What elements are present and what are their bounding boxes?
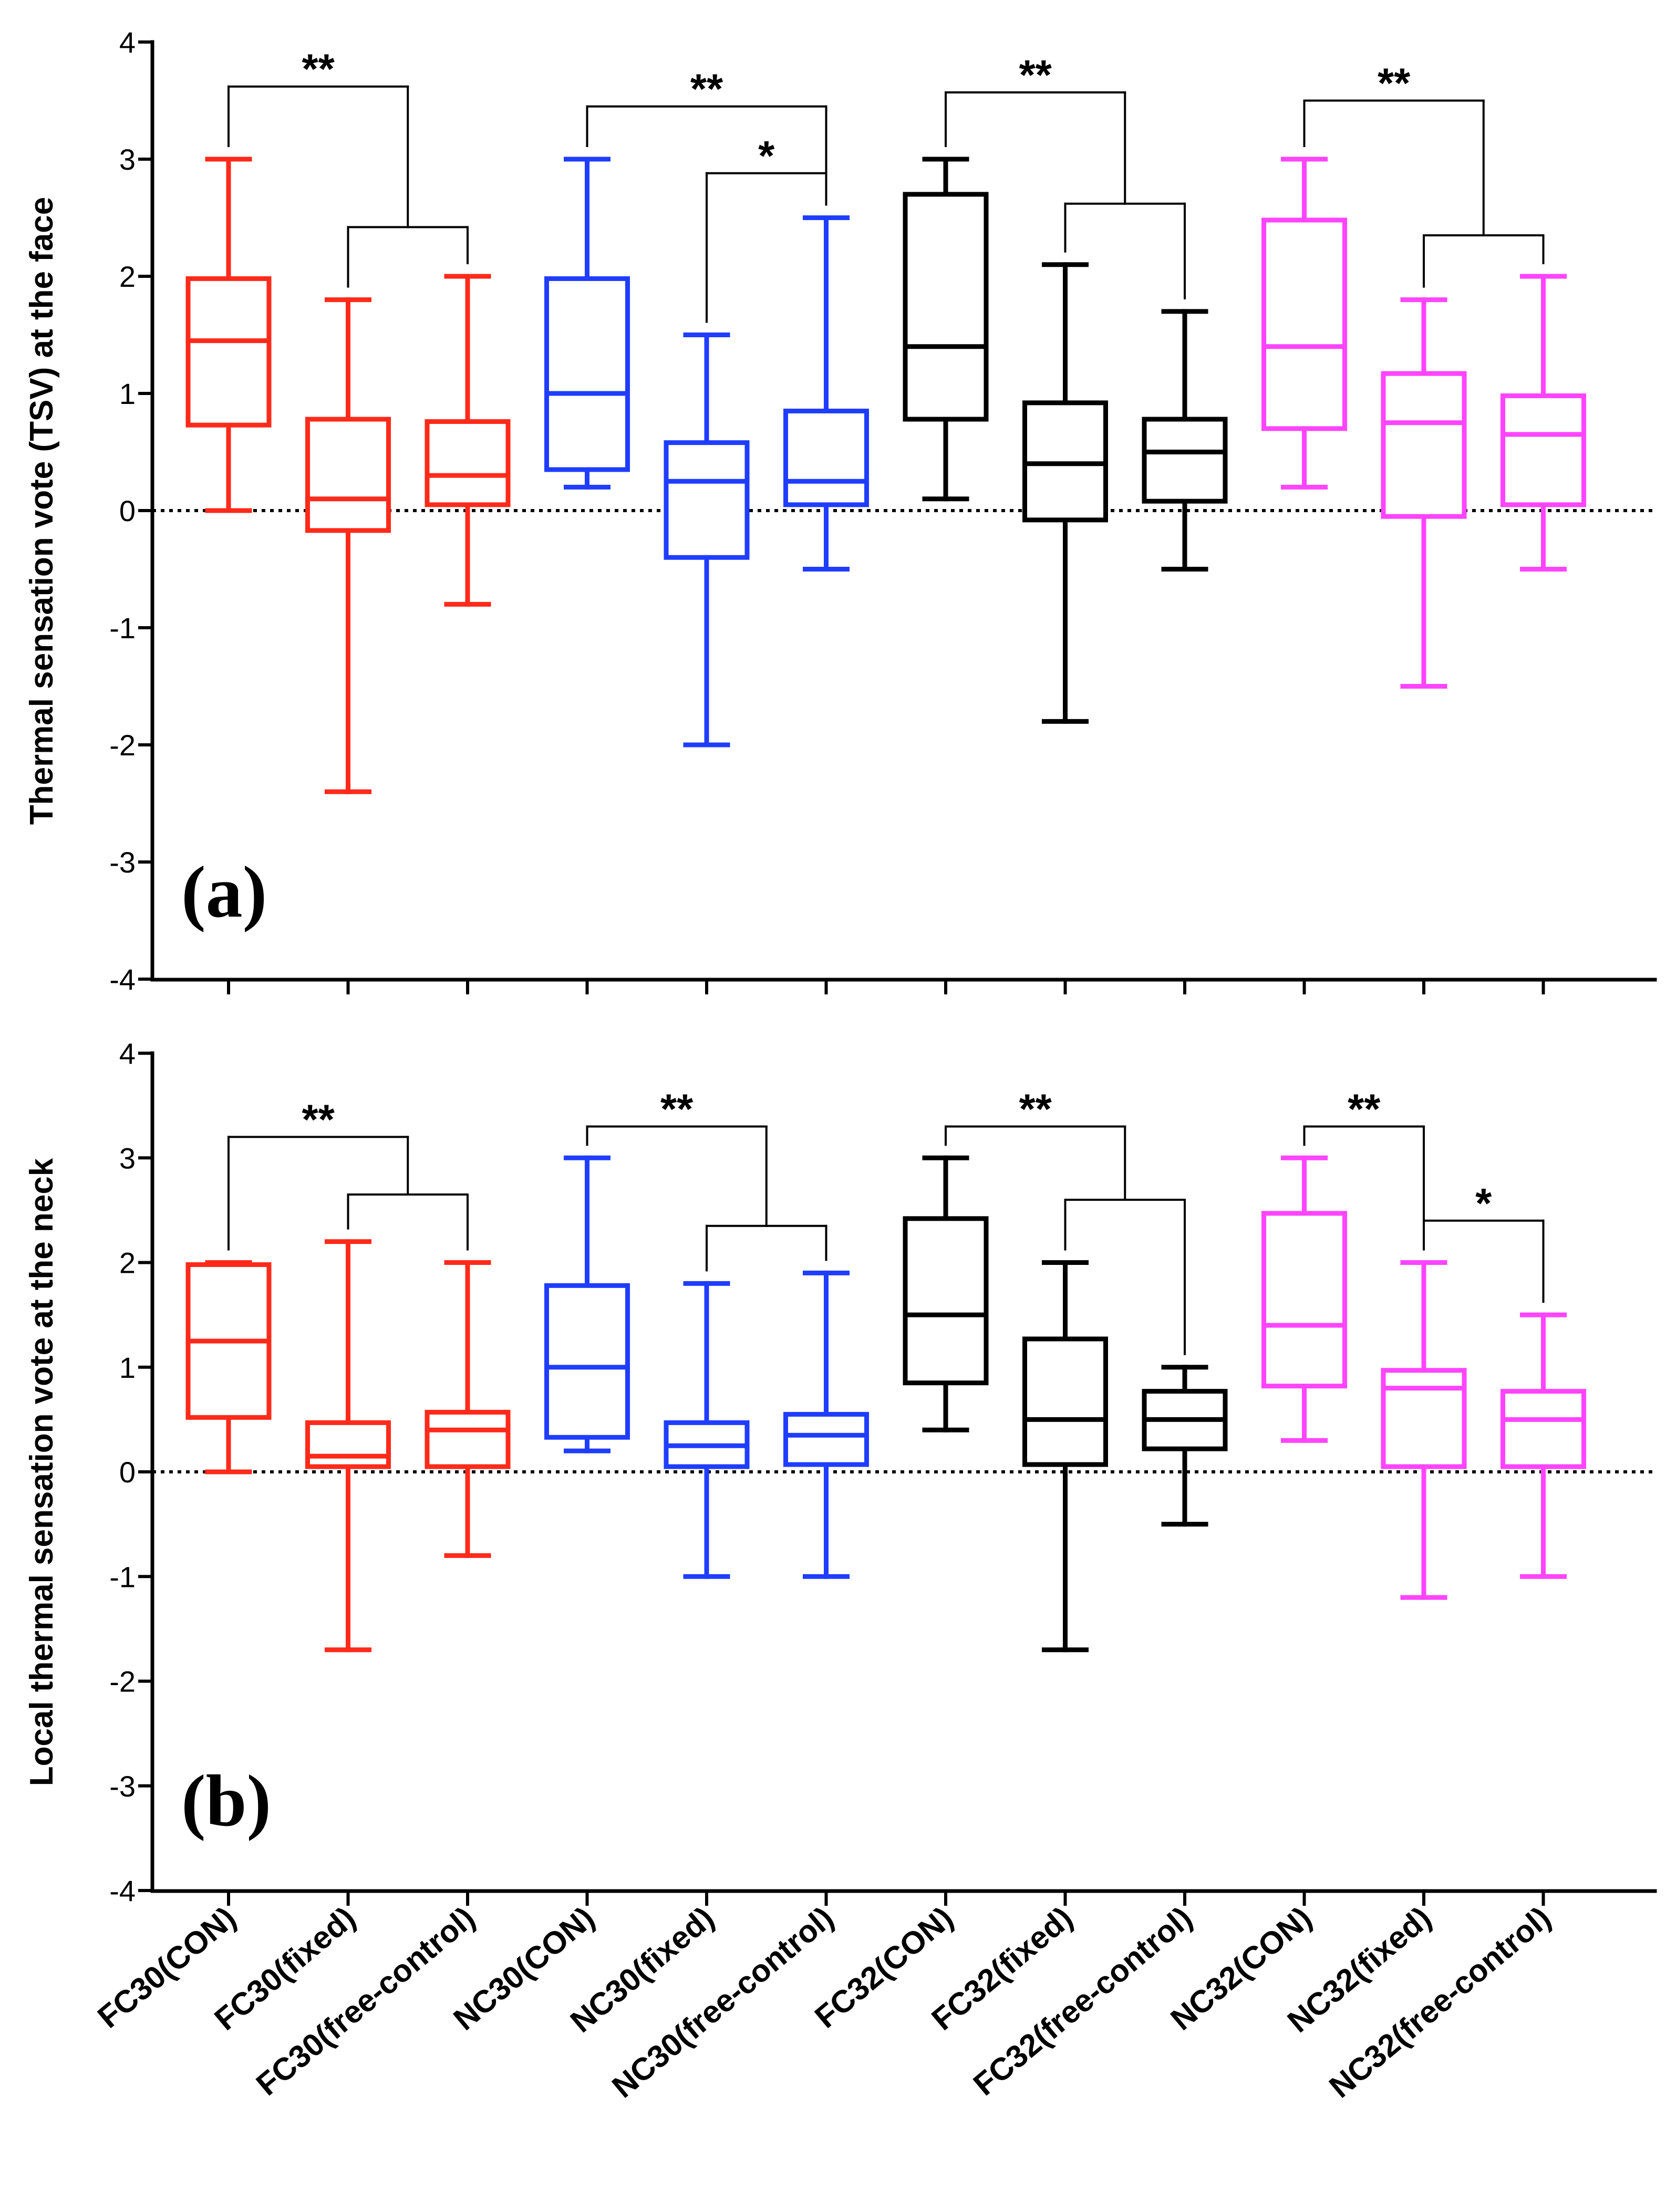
iqr-box	[1022, 1336, 1108, 1467]
significance-bracket: *	[1423, 1180, 1545, 1303]
iqr-box	[305, 1420, 391, 1469]
iqr-box	[783, 408, 869, 507]
significance-label: **	[302, 1096, 335, 1143]
x-category-label: NC30(free-control)	[605, 1900, 840, 2105]
significance-label: **	[1019, 51, 1052, 98]
box-plot-NC32(CON)	[1261, 1155, 1347, 1443]
y-tick-label: 0	[119, 494, 136, 527]
iqr-box	[783, 1411, 869, 1467]
box-plot-FC32(fixed)	[1022, 262, 1108, 724]
iqr-box	[544, 1283, 630, 1440]
significance-bracket: **	[586, 1085, 827, 1272]
y-axis-title: Thermal sensation vote (TSV) at the face	[24, 197, 60, 825]
significance-label: *	[1475, 1180, 1492, 1227]
significance-label: **	[1348, 1085, 1381, 1132]
x-category-label: FC32(free-control)	[967, 1900, 1198, 2103]
y-tick-label: 0	[119, 1456, 136, 1489]
iqr-box	[1381, 1368, 1467, 1469]
y-tick-label: -1	[109, 1560, 136, 1593]
box-plot-NC30(fixed)	[664, 333, 750, 747]
y-tick-label: -4	[109, 963, 136, 996]
box-plot-NC32(fixed)	[1381, 297, 1467, 689]
iqr-box	[903, 192, 989, 422]
box-plot-NC30(free-control)	[783, 1270, 869, 1579]
x-category-labels: FC30(CON)FC30(fixed)FC30(free-control)NC…	[91, 1900, 1557, 2105]
y-tick-label: 4	[119, 26, 136, 59]
significance-bracket: **	[1303, 60, 1545, 288]
box-plot-NC30(fixed)	[664, 1281, 750, 1579]
y-tick-label: 1	[119, 377, 136, 410]
iqr-box	[1261, 1211, 1347, 1389]
box-plot-FC30(fixed)	[305, 297, 391, 794]
box-plot-FC32(fixed)	[1022, 1260, 1108, 1653]
iqr-box	[425, 419, 511, 507]
box-plot-NC30(free-control)	[783, 215, 869, 572]
significance-bracket: **	[227, 1096, 469, 1251]
iqr-box	[903, 1216, 989, 1386]
significance-bracket: **	[1303, 1085, 1425, 1251]
iqr-box	[1501, 1389, 1586, 1469]
box-plot-NC30(CON)	[544, 1155, 630, 1453]
box-plot-FC32(CON)	[903, 157, 989, 502]
significance-bracket: **	[945, 1085, 1186, 1355]
x-category-label: FC30(free-control)	[250, 1900, 481, 2103]
box-plot-NC32(fixed)	[1381, 1260, 1467, 1600]
box-plot-FC30(fixed)	[305, 1239, 391, 1653]
box-plot-NC32(free-control)	[1501, 274, 1586, 572]
box-plot-NC30(CON)	[544, 157, 630, 490]
box-plot-FC30(CON)	[185, 157, 272, 513]
x-category-label: NC32(free-control)	[1322, 1900, 1557, 2105]
y-tick-label: -1	[109, 611, 136, 645]
significance-label: **	[302, 46, 335, 92]
iqr-box	[305, 417, 391, 533]
y-tick-label: 4	[119, 1037, 136, 1070]
box-plot-NC32(free-control)	[1501, 1312, 1586, 1579]
significance-label: *	[758, 132, 775, 179]
box-plot-FC30(CON)	[185, 1260, 272, 1474]
box-plot-NC32(CON)	[1261, 157, 1347, 490]
box-plot-FC30(free-control)	[425, 274, 511, 607]
y-tick-label: 3	[119, 143, 136, 176]
y-tick-label: 1	[119, 1351, 136, 1384]
panel-label: (b)	[181, 1760, 271, 1842]
panel-label: (a)	[181, 851, 267, 933]
significance-label: **	[1378, 60, 1411, 107]
y-tick-label: -4	[109, 1874, 136, 1907]
y-tick-label: 2	[119, 1247, 136, 1280]
significance-label: **	[690, 66, 723, 112]
box-plot-FC32(CON)	[903, 1155, 989, 1432]
iqr-box	[1261, 217, 1347, 431]
box-plot-FC30(free-control)	[425, 1260, 511, 1558]
box-plot-FC32(free-control)	[1142, 309, 1228, 572]
iqr-box	[1142, 417, 1228, 504]
iqr-box	[544, 276, 630, 472]
y-tick-label: -2	[109, 1665, 136, 1698]
significance-bracket: **	[945, 51, 1186, 299]
y-tick-label: -3	[109, 846, 136, 879]
significance-label: **	[1019, 1085, 1052, 1132]
y-tick-label: 2	[119, 260, 136, 293]
panel-b-neck-tsv: 4 3 2 1 0 -1 -2 -3 -4 Local thermal sensation vot…	[24, 1037, 1657, 1907]
y-tick-label: -2	[109, 729, 136, 762]
y-tick-label: -3	[109, 1770, 136, 1803]
y-tick-label: 3	[119, 1141, 136, 1175]
significance-label: **	[660, 1085, 694, 1132]
significance-bracket: **	[586, 66, 827, 206]
panel-a-face-tsv: 4 3 2 1 0 -1 -2 -3 -4 Thermal sensation vote (TSV…	[24, 26, 1657, 996]
y-axis-title: Local thermal sensation vote at the neck	[24, 1158, 60, 1786]
iqr-box	[185, 276, 272, 428]
iqr-box	[664, 440, 750, 560]
box-plot-FC32(free-control)	[1142, 1365, 1228, 1527]
iqr-box	[1501, 393, 1586, 507]
significance-bracket: **	[227, 46, 469, 288]
significance-bracket: *	[706, 132, 827, 323]
iqr-box	[1381, 371, 1467, 519]
iqr-box	[425, 1409, 511, 1469]
